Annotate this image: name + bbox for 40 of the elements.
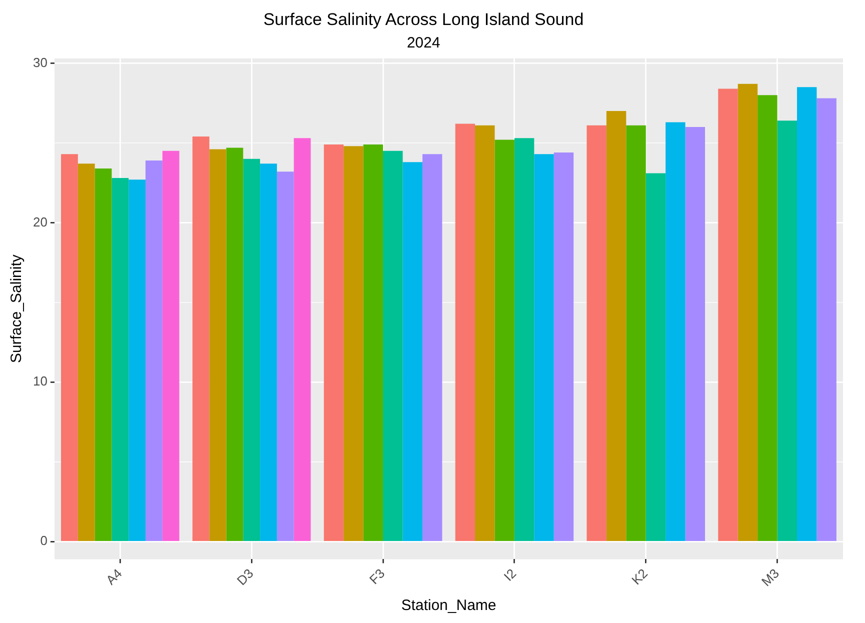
bar xyxy=(646,173,666,541)
y-tick-label: 10 xyxy=(32,374,48,389)
bar xyxy=(455,124,476,541)
bar xyxy=(402,162,422,541)
chart-title: Surface Salinity Across Long Island Sound xyxy=(263,10,584,29)
x-tick-label: A4 xyxy=(102,566,125,588)
bar xyxy=(383,150,403,541)
bar xyxy=(777,120,797,541)
x-tick-label: F3 xyxy=(366,566,388,588)
bar xyxy=(494,140,514,541)
y-tick-label: 30 xyxy=(32,54,48,70)
bar xyxy=(586,125,606,541)
bar xyxy=(534,154,554,541)
y-tick-label: 20 xyxy=(32,214,48,230)
bar xyxy=(363,144,384,541)
x-tick-label: D3 xyxy=(234,566,256,588)
chart-subtitle: 2024 xyxy=(406,34,440,52)
x-tick-label: K2 xyxy=(628,566,651,588)
bar xyxy=(422,154,442,541)
x-tick-label: M3 xyxy=(758,566,782,590)
bar xyxy=(718,88,738,541)
bar xyxy=(514,138,534,541)
bar xyxy=(738,84,758,541)
x-tick-label: I2 xyxy=(500,566,520,584)
bar xyxy=(554,152,574,541)
y-axis-title: Surface_Salinity xyxy=(8,254,26,364)
bar xyxy=(162,150,180,541)
bar xyxy=(816,98,836,541)
x-axis-title: Station_Name xyxy=(401,597,496,614)
bar xyxy=(626,125,646,541)
bar xyxy=(475,125,495,541)
bar xyxy=(344,146,364,541)
bar xyxy=(324,144,344,541)
bar xyxy=(606,111,626,541)
bar xyxy=(758,95,778,541)
y-tick-label: 0 xyxy=(40,533,48,548)
bar xyxy=(797,87,817,541)
bar xyxy=(294,138,311,541)
bar xyxy=(666,122,686,541)
bar xyxy=(685,126,706,541)
